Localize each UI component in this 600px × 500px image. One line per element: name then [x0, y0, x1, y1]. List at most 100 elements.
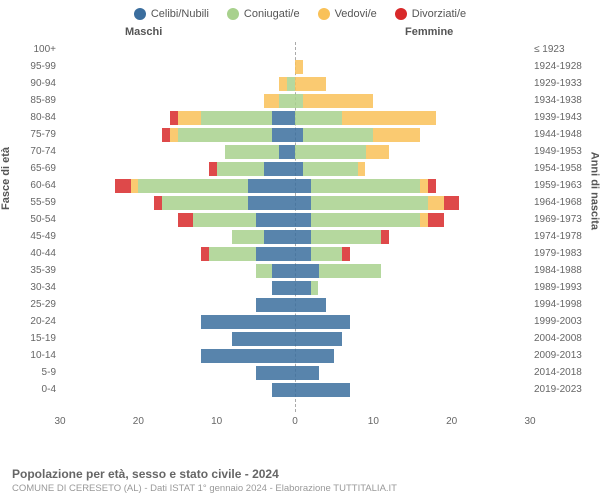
bar-segment — [178, 111, 202, 125]
female-bars — [295, 315, 350, 329]
male-bars — [272, 281, 296, 295]
bar-segment — [256, 298, 295, 312]
bar-segment — [295, 366, 319, 380]
male-bars — [201, 315, 295, 329]
female-bars — [295, 332, 342, 346]
year-label: 1929-1933 — [534, 78, 592, 89]
age-label: 40-44 — [20, 248, 56, 259]
bar-segment — [138, 179, 248, 193]
bar-segment — [232, 332, 295, 346]
age-row: 70-741949-1953 — [60, 144, 530, 161]
female-bars — [295, 281, 318, 295]
female-bars — [295, 298, 326, 312]
x-tick: 20 — [446, 416, 457, 427]
bar-segment — [311, 230, 382, 244]
bar-segment — [178, 213, 194, 227]
bar-segment — [303, 94, 374, 108]
age-row: 85-891934-1938 — [60, 93, 530, 110]
male-bars — [225, 145, 295, 159]
legend-label: Vedovi/e — [335, 8, 377, 20]
bar-segment — [358, 162, 366, 176]
male-bars — [256, 366, 295, 380]
age-row: 40-441979-1983 — [60, 246, 530, 263]
bar-segment — [420, 179, 428, 193]
bar-segment — [193, 213, 256, 227]
bar-segment — [295, 213, 311, 227]
bar-segment — [279, 145, 295, 159]
bar-segment — [248, 179, 295, 193]
bar-segment — [232, 230, 263, 244]
bar-segment — [428, 196, 444, 210]
bar-segment — [295, 383, 350, 397]
female-bars — [295, 162, 365, 176]
year-label: 1949-1953 — [534, 146, 592, 157]
female-bars — [295, 383, 350, 397]
bar-segment — [428, 213, 444, 227]
age-label: 20-24 — [20, 316, 56, 327]
bar-segment — [342, 111, 436, 125]
bar-segment — [428, 179, 436, 193]
age-label: 55-59 — [20, 197, 56, 208]
bar-segment — [295, 77, 326, 91]
age-label: 65-69 — [20, 163, 56, 174]
bar-segment — [381, 230, 389, 244]
age-row: 25-291994-1998 — [60, 297, 530, 314]
age-label: 95-99 — [20, 61, 56, 72]
bar-segment — [225, 145, 280, 159]
age-row: 30-341989-1993 — [60, 280, 530, 297]
male-bars — [162, 128, 295, 142]
age-label: 100+ — [20, 44, 56, 55]
bar-segment — [311, 247, 342, 261]
bar-segment — [279, 77, 287, 91]
bar-segment — [311, 213, 421, 227]
female-bars — [295, 60, 303, 74]
age-label: 45-49 — [20, 231, 56, 242]
bar-segment — [295, 128, 303, 142]
chart-subtitle: COMUNE DI CERESETO (AL) - Dati ISTAT 1° … — [12, 483, 397, 494]
female-bars — [295, 213, 444, 227]
female-bars — [295, 145, 389, 159]
year-label: 1924-1928 — [534, 61, 592, 72]
bar-segment — [170, 111, 178, 125]
bar-segment — [373, 128, 420, 142]
bar-segment — [264, 230, 295, 244]
bar-segment — [295, 162, 303, 176]
age-row: 35-391984-1988 — [60, 263, 530, 280]
bar-segment — [256, 247, 295, 261]
bar-segment — [311, 281, 319, 295]
year-label: 1984-1988 — [534, 265, 592, 276]
bar-segment — [295, 145, 366, 159]
chart-title: Popolazione per età, sesso e stato civil… — [12, 467, 397, 481]
legend-dot — [227, 8, 239, 20]
bar-segment — [115, 179, 131, 193]
bar-segment — [295, 247, 311, 261]
bar-segment — [131, 179, 139, 193]
female-bars — [295, 230, 389, 244]
age-row: 50-541969-1973 — [60, 212, 530, 229]
plot-area: 100+≤ 192395-991924-192890-941929-193385… — [60, 42, 530, 412]
bar-segment — [178, 128, 272, 142]
age-label: 85-89 — [20, 95, 56, 106]
bar-segment — [295, 94, 303, 108]
year-label: 2009-2013 — [534, 350, 592, 361]
bar-segment — [264, 94, 280, 108]
female-header: Femmine — [405, 26, 453, 38]
bar-segment — [264, 162, 295, 176]
year-label: 1944-1948 — [534, 129, 592, 140]
age-row: 95-991924-1928 — [60, 59, 530, 76]
bar-segment — [311, 179, 421, 193]
year-label: 1974-1978 — [534, 231, 592, 242]
year-label: 1954-1958 — [534, 163, 592, 174]
bar-segment — [162, 128, 170, 142]
legend-item: Celibi/Nubili — [134, 8, 209, 20]
bar-segment — [420, 213, 428, 227]
male-bars — [201, 247, 295, 261]
bar-segment — [295, 179, 311, 193]
bar-segment — [287, 77, 295, 91]
age-row: 55-591964-1968 — [60, 195, 530, 212]
age-row: 10-142009-2013 — [60, 348, 530, 365]
bar-segment — [248, 196, 295, 210]
bar-segment — [444, 196, 460, 210]
age-label: 50-54 — [20, 214, 56, 225]
year-label: 1969-1973 — [534, 214, 592, 225]
